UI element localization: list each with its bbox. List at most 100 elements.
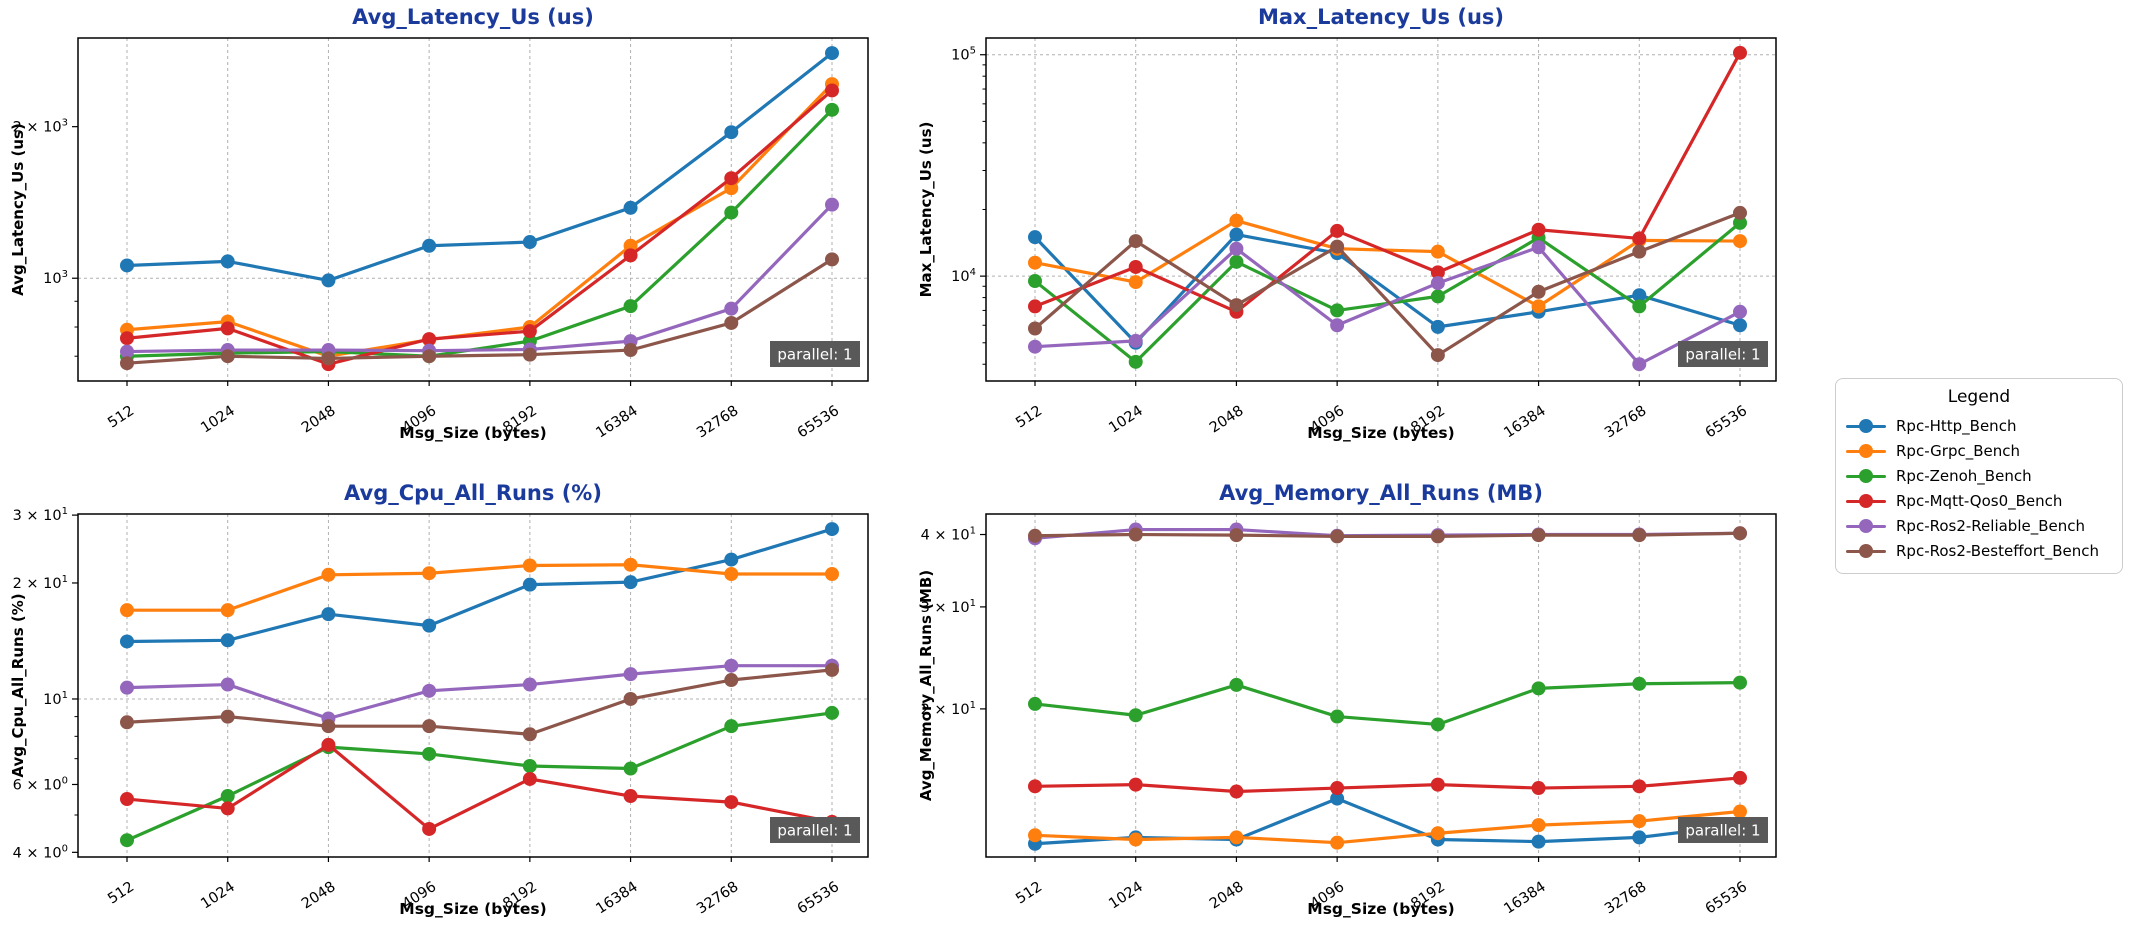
data-point [422, 746, 437, 761]
data-point [1632, 528, 1647, 543]
data-point [522, 677, 537, 692]
parallel-badge [770, 341, 860, 367]
data-point [321, 737, 336, 752]
data-point [1430, 276, 1445, 291]
series-group [1028, 45, 1747, 372]
series-line-Rpc-Zenoh_Bench [1033, 681, 1742, 727]
x-tick-label: 65536 [795, 879, 842, 918]
data-point [522, 759, 537, 774]
legend-item-label: Rpc-Ros2-Besteffort_Bench [1896, 541, 2100, 560]
parallel-badge-label: parallel: 1 [1685, 822, 1760, 840]
data-point [724, 552, 739, 567]
data-point [724, 315, 739, 330]
y-tick-label: 2 × 101 [13, 574, 68, 592]
series-line-Rpc-Mqtt-Qos0_Bench [125, 88, 834, 366]
data-point [1128, 354, 1143, 369]
x-tick-label: 512 [105, 403, 137, 431]
data-point [522, 347, 537, 362]
data-point [1229, 830, 1244, 845]
data-point [1531, 299, 1546, 314]
data-point [1430, 777, 1445, 792]
data-point [522, 558, 537, 573]
legend-marker-icon [1846, 468, 1886, 483]
data-point [724, 301, 739, 316]
series-line-Rpc-Ros2-Reliable_Bench [125, 664, 834, 721]
y-tick-label: 4 × 100 [13, 843, 68, 861]
data-point [1128, 777, 1143, 792]
legend-marker-icon [1846, 493, 1886, 508]
data-point [724, 673, 739, 688]
data-point [1733, 770, 1747, 785]
data-point [825, 46, 839, 61]
data-point [623, 248, 638, 263]
x-axis-label: Msg_Size (bytes) [1307, 900, 1454, 918]
data-point [1733, 526, 1747, 541]
x-tick-label: 512 [105, 879, 137, 907]
plot-border [77, 37, 869, 382]
data-point [1229, 227, 1244, 242]
data-point [1128, 333, 1143, 348]
data-point [1733, 215, 1747, 230]
data-point [1632, 357, 1647, 372]
data-point [1128, 527, 1143, 542]
legend: Legend Rpc-Http_Bench Rpc-Grpc_Bench Rpc-Z… [1835, 378, 2123, 574]
data-point [1632, 231, 1647, 246]
data-point [120, 792, 134, 807]
data-point [1430, 826, 1445, 841]
legend-item-Rpc-Ros2-Reliable_Bench: Rpc-Ros2-Reliable_Bench [1846, 513, 2112, 538]
chart-title: Avg_Memory_All_Runs (MB) [1219, 481, 1543, 505]
data-point [522, 577, 537, 592]
plot-border [985, 37, 1777, 382]
data-point [724, 719, 739, 734]
legend-item-Rpc-Zenoh_Bench: Rpc-Zenoh_Bench [1846, 463, 2112, 488]
data-point [1632, 676, 1647, 691]
x-tick-label: 1024 [198, 879, 238, 913]
x-tick-label: 2048 [1207, 879, 1247, 913]
data-point [422, 332, 437, 347]
data-point [120, 344, 134, 359]
data-point [120, 603, 134, 618]
data-point [724, 171, 739, 186]
y-axis-label: Max_Latency_Us (us) [917, 122, 935, 298]
data-point [522, 235, 537, 250]
y-tick-label: 104 [951, 267, 976, 285]
data-point [1531, 528, 1546, 543]
x-tick-label: 32768 [1602, 403, 1649, 442]
data-point [623, 299, 638, 314]
data-point [1229, 298, 1244, 313]
data-point [724, 181, 739, 196]
data-point [220, 677, 235, 692]
data-point [1733, 234, 1747, 249]
data-point [422, 821, 437, 836]
data-point [1229, 677, 1244, 692]
legend-marker-icon [1846, 418, 1886, 433]
data-point [1632, 244, 1647, 259]
data-point [623, 343, 638, 358]
data-point [1531, 240, 1546, 255]
series-line-Rpc-Ros2-Reliable_Bench [1033, 245, 1742, 366]
legend-item-label: Rpc-Grpc_Bench [1896, 441, 2020, 460]
parallel-badge [770, 817, 860, 843]
data-point [1531, 818, 1546, 833]
data-point [220, 603, 235, 618]
x-tick-label: 65536 [795, 403, 842, 442]
data-point [1330, 239, 1345, 254]
data-point [1229, 241, 1244, 256]
data-point [1430, 289, 1445, 304]
data-point [825, 252, 839, 267]
data-point [623, 761, 638, 776]
data-point [724, 205, 739, 220]
plot-border [985, 513, 1777, 858]
x-tick-label: 65536 [1703, 879, 1750, 918]
data-point [1330, 529, 1345, 544]
x-tick-label: 32768 [694, 403, 741, 442]
data-point [220, 801, 235, 816]
y-tick-label: 103 [43, 269, 68, 287]
data-point [522, 324, 537, 339]
legend-item-Rpc-Grpc_Bench: Rpc-Grpc_Bench [1846, 438, 2112, 463]
data-point [825, 522, 839, 537]
data-point [724, 795, 739, 810]
data-point [1028, 828, 1042, 843]
